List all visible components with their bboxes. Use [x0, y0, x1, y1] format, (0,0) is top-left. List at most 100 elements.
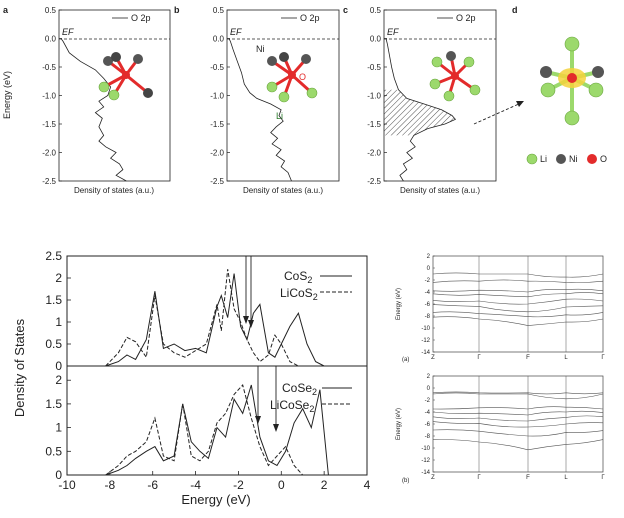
dos-x-axis-label: Energy (eV) [181, 492, 250, 507]
y-tick-label: 2 [55, 271, 62, 285]
y-tick-label: -14 [421, 350, 430, 356]
legend-label: O 2p [131, 13, 151, 23]
x-tick-label: -8 [105, 478, 116, 492]
x-tick-label: 2 [321, 478, 328, 492]
y-tick-label: 1 [55, 421, 62, 435]
licose2-series-line [105, 383, 329, 476]
legend: CoSe2 LiCoSe2 [270, 381, 352, 414]
y-tick-label: 0.5 [45, 6, 57, 15]
band-line [432, 391, 604, 395]
cos2-series-line [105, 273, 325, 367]
band-line [432, 279, 604, 283]
y-tick-label: -2.5 [210, 177, 224, 186]
k-point-label: Γ [477, 355, 481, 361]
y-tick-label: 0.5 [45, 444, 62, 458]
o2p-dos-hatched-area [384, 89, 456, 136]
k-point-label: L [564, 475, 568, 481]
y-tick-label: -1.5 [367, 120, 381, 129]
o-legend-icon [587, 154, 597, 164]
y-tick-label: -12 [421, 338, 430, 344]
y-tick-label: -6 [425, 422, 431, 428]
y-tick-label: -2.0 [42, 149, 56, 158]
y-tick-label: 1.5 [45, 293, 62, 307]
dos-y-axis-label: Density of States [12, 318, 27, 417]
y-tick-label: 0.0 [45, 35, 57, 44]
y-tick-label: -1.0 [42, 92, 56, 101]
band-line [432, 292, 604, 298]
y-tick-label: -0.5 [42, 63, 56, 72]
arrowhead [248, 320, 254, 328]
legend-label-licos2: LiCoS2 [280, 286, 318, 302]
band-lines [432, 391, 604, 451]
o2p-dos-curve [60, 38, 127, 182]
y-tick-label: 0.0 [370, 35, 382, 44]
band-structure-a: 2 0 -2 -4 -6 -8 -10 -12 -14 Z Γ F L Γ Energy (eV) (a… [396, 254, 605, 363]
y-tick-label: -8 [425, 434, 431, 440]
li-legend-icon [526, 153, 538, 165]
k-point-label: F [526, 475, 530, 481]
li-atom [278, 91, 290, 103]
k-point-label: Γ [601, 355, 605, 361]
y-tick-label: 2.5 [45, 249, 62, 263]
band-line [432, 421, 604, 428]
k-point-label: Γ [601, 475, 605, 481]
li-rich-octahedron [540, 36, 604, 126]
band-line [432, 311, 604, 318]
ni-atom [540, 66, 552, 78]
y-ticks: 0.5 0.0 -0.5 -1.0 -1.5 -2.0 -2.5 [210, 6, 230, 186]
y-tick-label: 0 [55, 468, 62, 482]
y-tick-label: 2 [427, 254, 431, 260]
li-atom [463, 56, 475, 68]
cos2-dos-chart: 0 0.5 1 1.5 2 2.5 CoS2 LiCoS2 [45, 249, 368, 373]
octahedron-molecule [429, 51, 481, 102]
x-tick-label: -2 [233, 478, 244, 492]
y-axis-label: Energy (eV) [2, 71, 12, 119]
k-point-label: Z [431, 475, 435, 481]
plot-frame [66, 255, 368, 367]
y-tick-label: -1.0 [367, 92, 381, 101]
x-tick-label: -10 [58, 478, 76, 492]
legend-label-cose2: CoSe2 [282, 381, 317, 397]
legend-label-licose2: LiCoSe2 [270, 398, 314, 414]
pointer-arrowhead [516, 101, 524, 107]
ni-legend-label: Ni [569, 154, 578, 164]
cose2-series-line [105, 384, 329, 476]
legend: CoS2 LiCoS2 [280, 269, 352, 302]
band-panel-label: (b) [402, 478, 409, 484]
y-tick-label: -2 [425, 398, 431, 404]
plot-frame [432, 375, 604, 473]
ni-atom [103, 56, 113, 66]
o-atom [122, 71, 130, 79]
y-tick-label: -2.5 [367, 177, 381, 186]
li-atom [108, 89, 120, 101]
band-line [432, 298, 604, 305]
li-atom [98, 81, 110, 93]
li-legend-label: Li [540, 154, 547, 164]
li-atom [588, 82, 604, 98]
o-atom [567, 73, 577, 83]
y-tick-label: -4 [425, 290, 431, 296]
arrowhead [255, 416, 261, 424]
li-atom [564, 36, 580, 52]
y-tick-label: -2.0 [210, 149, 224, 158]
k-point-label: Γ [477, 475, 481, 481]
y-tick-label: -0.5 [367, 63, 381, 72]
ni-atom [446, 51, 456, 61]
band-line [432, 304, 604, 313]
ni-atom [143, 88, 153, 98]
li-atom [266, 81, 278, 93]
y-tick-label: -0.5 [210, 63, 224, 72]
band-line [432, 429, 604, 437]
y-tick-label: 0 [427, 386, 431, 392]
li-atom [564, 110, 580, 126]
ni-atom [301, 54, 311, 64]
band-line [432, 288, 604, 293]
panel-a: a EF O 2p Energy (eV) Density of states … [2, 5, 171, 195]
y-ticks: 0.5 0.0 -0.5 -1.0 -1.5 -2.0 -2.5 [42, 6, 62, 186]
x-tick-label: 0 [278, 478, 285, 492]
panel-letter-b: b [174, 5, 180, 15]
y-tick-label: -12 [421, 458, 430, 464]
y-tick-label: 0.5 [213, 6, 225, 15]
